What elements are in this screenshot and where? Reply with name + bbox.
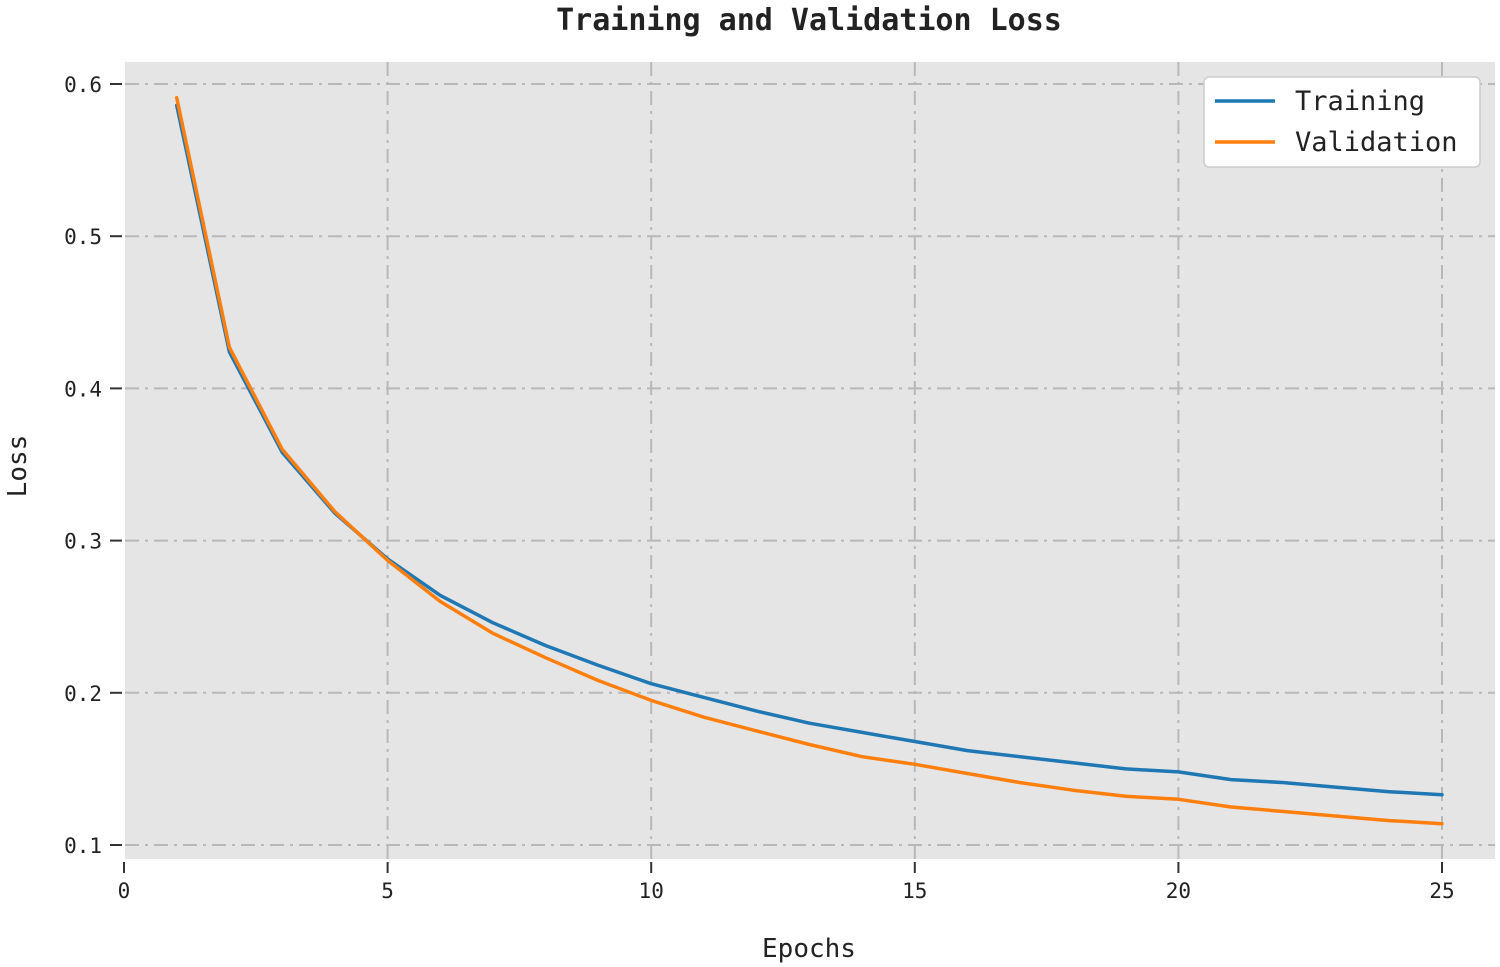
plot-area: [125, 62, 1495, 859]
x-tick-label: 15: [902, 879, 927, 903]
series-line-validation: [174, 95, 1444, 826]
legend: Training Validation: [1203, 76, 1481, 168]
y-tick-label: 0.5: [64, 225, 102, 249]
x-axis-label: Epochs: [762, 934, 856, 964]
x-tick-label: 10: [639, 879, 664, 903]
x-tick-label: 25: [1429, 879, 1454, 903]
x-tick-label: 0: [118, 879, 131, 903]
series-layer: [174, 95, 1444, 826]
x-tick-label: 5: [381, 879, 394, 903]
x-tick-label: 20: [1166, 879, 1191, 903]
y-tick-label: 0.6: [64, 73, 102, 97]
chart-title: Training and Validation Loss: [556, 3, 1062, 38]
axes: 0.1 0.2 0.3 0.4 0.5 0.6 0 5 10 15 20 25: [64, 73, 1455, 903]
legend-label-training: Training: [1295, 86, 1425, 117]
y-axis-label: Loss: [3, 435, 33, 498]
y-tick-label: 0.1: [64, 834, 102, 858]
y-tick-label: 0.4: [64, 377, 102, 401]
y-tick-label: 0.2: [64, 682, 102, 706]
y-tick-label: 0.3: [64, 530, 102, 554]
legend-label-validation: Validation: [1295, 127, 1458, 158]
